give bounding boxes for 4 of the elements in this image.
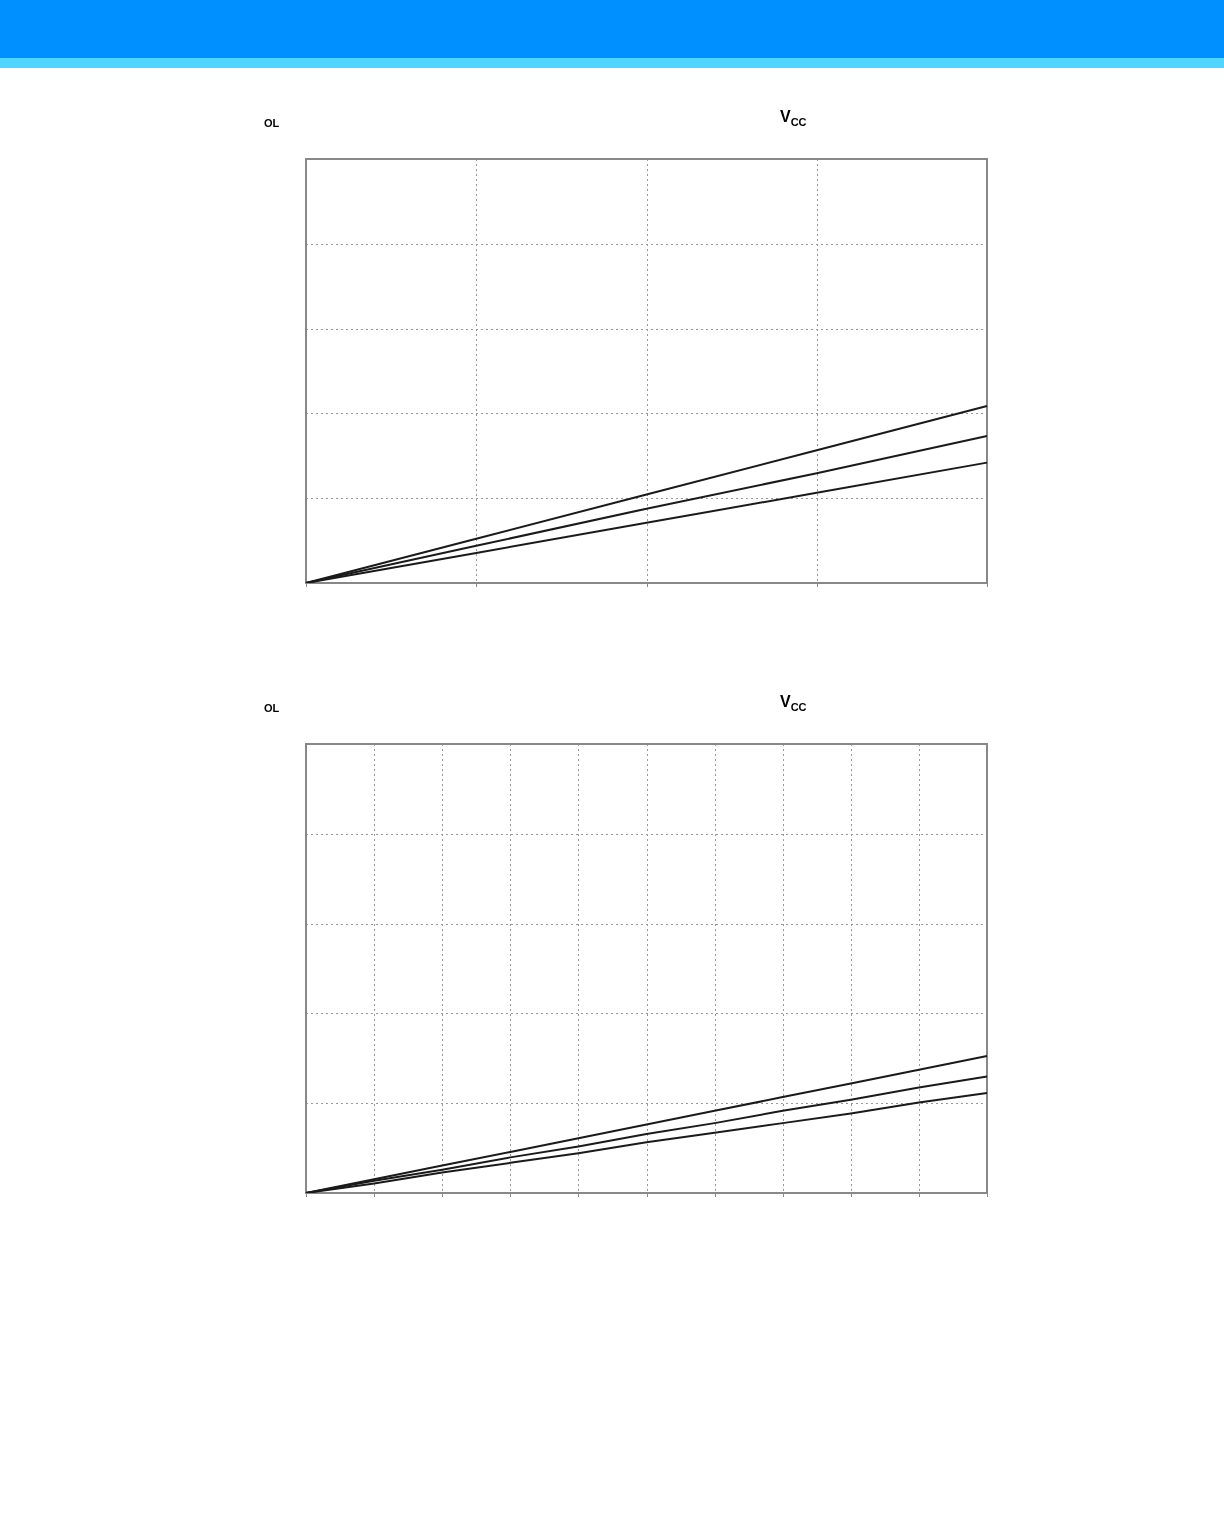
text: OL — [264, 117, 280, 129]
text: OL — [264, 702, 280, 714]
chart-title: V$_{CC}$ — [780, 108, 807, 129]
chart-title: V$_{CC}$ — [780, 693, 807, 714]
